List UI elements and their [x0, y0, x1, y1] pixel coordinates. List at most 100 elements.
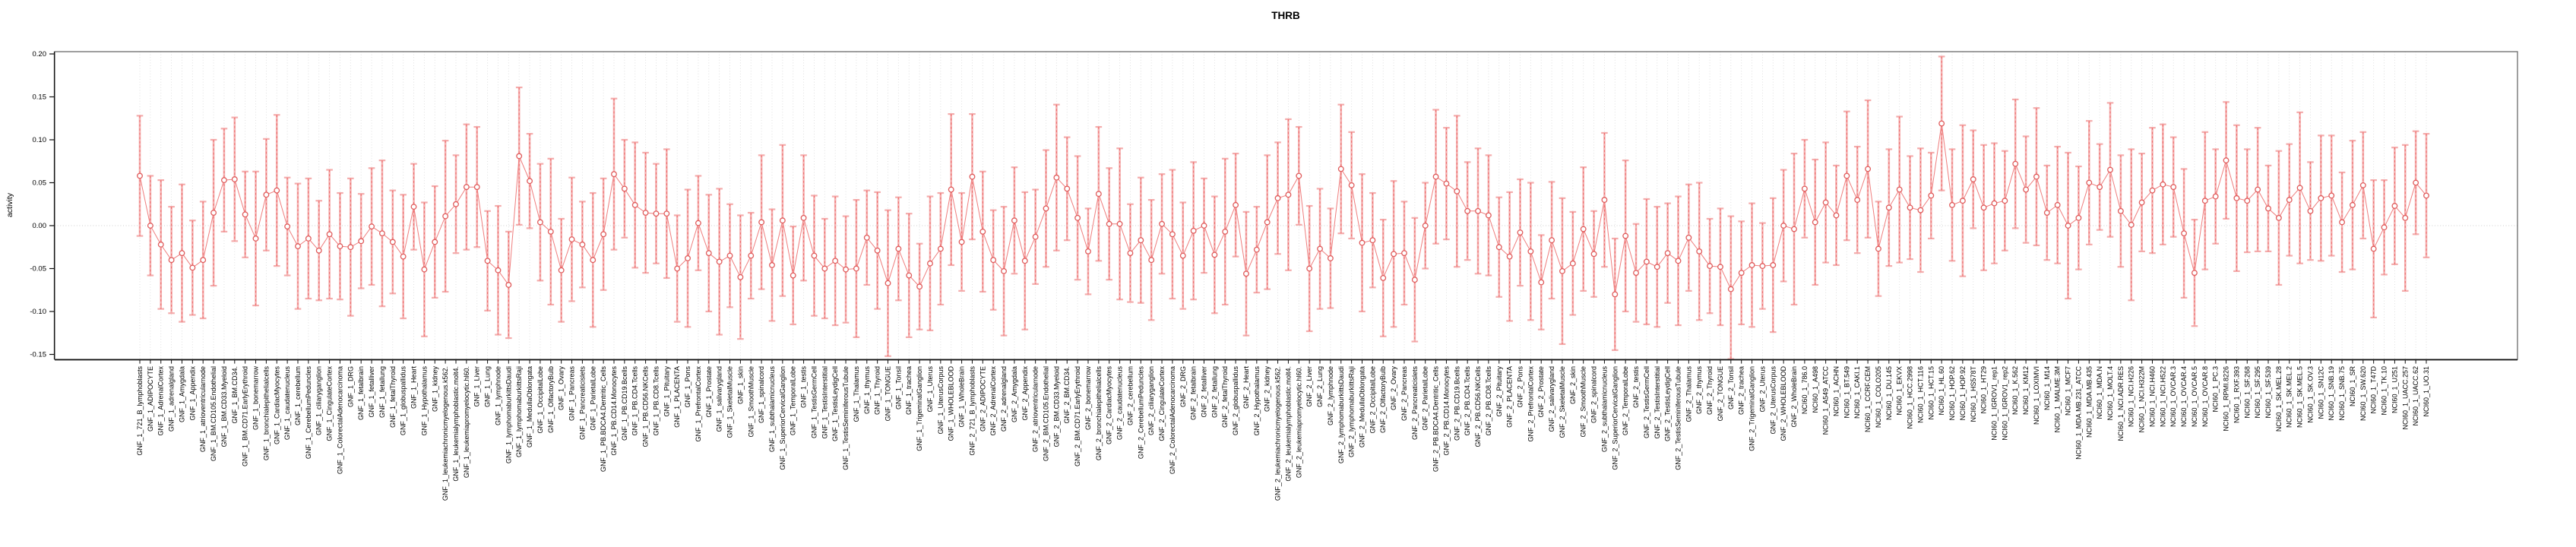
data-point-marker [1032, 233, 1039, 240]
x-tick-label: GNF_2_Heart [1242, 366, 1250, 409]
x-tick-label: NCI60_1_HCT.15 [1927, 366, 1935, 420]
data-point-marker [1738, 270, 1745, 277]
data-point-marker [1064, 185, 1071, 192]
data-point-marker [1759, 263, 1766, 270]
x-tick-label: GNF_1_testis [800, 366, 808, 409]
x-tick-label: GNF_1_ciliaryganglion [315, 366, 323, 435]
x-tick-label: GNF_2_PLACENTA [1506, 366, 1514, 428]
x-tick-label: GNF_1_MedullaOblongata [526, 366, 533, 447]
data-point-marker [1633, 270, 1639, 277]
data-point-marker [432, 239, 438, 245]
y-tick-label: -0.05 [30, 265, 46, 274]
x-tick-label: GNF_1_spinalcord [758, 366, 765, 423]
data-point-marker [2339, 219, 2346, 226]
x-tick-label: GNF_2_subthalamicnucleus [1600, 366, 1608, 453]
data-point-marker [1791, 226, 1797, 232]
data-point-marker [1475, 207, 1481, 214]
data-point-marker [663, 210, 670, 217]
x-tick-label: NCI60_1_SK.MEL.2 [2286, 366, 2293, 428]
x-tick-label: GNF_1_TestisInterstitial [821, 366, 828, 439]
data-point-marker [220, 177, 227, 184]
x-tick-label: GNF_2_fetalThyroid [1221, 366, 1229, 428]
x-tick-label: NCI60_1_A549_ATCC [1822, 366, 1830, 435]
data-point-marker [1369, 237, 1376, 244]
data-point-marker [1506, 253, 1513, 260]
data-point-marker [516, 153, 523, 160]
x-tick-label: NCI60_1_NCI.H522 [2159, 366, 2166, 427]
data-point-marker [410, 204, 417, 210]
x-tick-label: GNF_1_Pancreas [568, 366, 576, 422]
data-point-marker [621, 185, 628, 192]
x-tick-label: NCI60_1_K.562 [2011, 366, 2019, 415]
data-point-marker [1612, 291, 1619, 298]
data-point-marker [1822, 199, 1829, 206]
x-tick-label: NCI60_1_786.0 [1801, 366, 1809, 414]
x-tick-label: GNF_1_UterusCorpus [937, 366, 945, 435]
x-tick-label: NCI60_1_SF.268 [2243, 366, 2251, 419]
data-point-marker [274, 187, 280, 194]
x-tick-label: GNF_1_Thalamus [853, 366, 860, 422]
x-tick-label: GNF_1_fetalThyroid [389, 366, 397, 428]
data-point-marker [716, 258, 723, 265]
x-tick-label: GNF_2_lymphomaburkittsDaudi [1337, 366, 1345, 463]
data-point-marker [179, 250, 185, 257]
data-point-marker [2265, 205, 2271, 212]
x-tick-label: GNF_2_OccipitalLobe [1369, 366, 1376, 434]
data-point-marker [337, 243, 343, 250]
data-point-marker [1885, 204, 1892, 211]
data-point-marker [558, 267, 565, 274]
x-tick-label: NCI60_1_SNB.75 [2338, 366, 2346, 421]
data-point-marker [2075, 214, 2082, 221]
data-point-marker [2023, 186, 2030, 193]
x-tick-label: GNF_1_lymphnode [494, 366, 502, 425]
data-point-marker [1928, 192, 1935, 199]
data-point-marker [1833, 212, 1840, 219]
data-point-marker [463, 184, 470, 191]
x-tick-label: GNF_2_WHOLEBLOOD [1780, 366, 1787, 441]
data-point-marker [2054, 201, 2061, 208]
data-point-marker [769, 262, 775, 268]
data-point-marker [1159, 220, 1165, 227]
data-point-marker [2318, 194, 2324, 201]
x-tick-label: NCI60_1_HT29 [1980, 366, 1988, 414]
data-point-marker [1127, 250, 1134, 257]
x-tick-label: GNF_2_BM.CD71.EarlyErythroid [1074, 366, 1081, 466]
x-tick-label: GNF_1_cerebellum [294, 366, 302, 425]
data-point-marker [2033, 173, 2040, 180]
x-tick-label: GNF_1_TrigeminalGanglion [916, 366, 923, 451]
data-point-marker [1053, 174, 1060, 181]
data-point-marker [2181, 230, 2188, 237]
x-tick-label: GNF_2_fetalbrain [1190, 366, 1198, 420]
x-tick-label: NCI60_1_SF.539 [2264, 366, 2272, 419]
data-point-marker [1801, 185, 1808, 192]
x-tick-label: GNF_2_fetallung [1210, 366, 1218, 418]
data-point-marker [305, 236, 312, 242]
x-tick-label: GNF_1_PB.CD19.Bcells [621, 366, 628, 441]
data-point-marker [1495, 244, 1502, 251]
x-tick-label: GNF_2_TestisLeydigCell [1664, 366, 1672, 441]
x-tick-label: GNF_2_SkeletalMuscle [1559, 366, 1566, 438]
x-tick-label: GNF_2_TestisSeminiferousTubule [1674, 366, 1682, 470]
x-tick-label: NCI60_1_IGROV1_rep2 [2001, 366, 2008, 441]
x-tick-label: GNF_1_leukemiachronicmyelogenous.k562. [441, 366, 449, 501]
x-tick-label: GNF_1_leukemiapromyelocytic.hl60. [463, 366, 470, 478]
x-tick-label: GNF_1_WHOLEBLOOD [948, 366, 955, 441]
x-tick-label: GNF_2_Thyroid [1706, 366, 1714, 415]
data-point-marker [1391, 251, 1397, 258]
x-tick-label: GNF_2_fetalliver [1201, 366, 1208, 418]
data-point-marker [473, 184, 480, 191]
x-tick-label: GNF_2_Tonsil [1727, 366, 1735, 409]
data-point-marker [1843, 172, 1850, 179]
data-point-marker [2043, 210, 2050, 216]
data-point-marker [2002, 198, 2008, 204]
x-tick-label: GNF_1_BM.CD34. [231, 366, 239, 424]
data-point-marker [969, 173, 976, 180]
x-tick-label: GNF_1_salivarygland [716, 366, 723, 432]
x-tick-label: NCI60_1_NCI.ADR.RES [2117, 366, 2125, 441]
x-tick-label: NCI60_1_MOLT.4 [2106, 366, 2114, 420]
x-tick-label: GNF_1_Pituitary [663, 366, 670, 417]
data-point-marker [895, 245, 902, 252]
data-point-marker [2275, 214, 2282, 221]
data-point-marker [990, 257, 997, 264]
data-point-marker [2307, 207, 2314, 214]
